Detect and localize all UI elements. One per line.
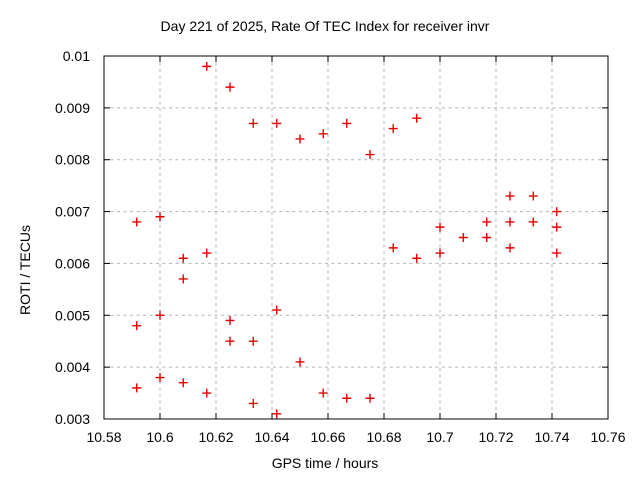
grid-lines — [104, 56, 608, 419]
data-point-marker — [552, 222, 562, 232]
data-point-marker — [482, 233, 492, 242]
data-point-marker — [248, 398, 258, 408]
data-point-marker — [202, 61, 212, 71]
axis-ticks — [103, 55, 609, 420]
y-axis-label: ROTI / TECUs — [17, 225, 33, 315]
data-point-marker — [552, 207, 562, 217]
data-point-marker — [505, 243, 515, 253]
data-points — [132, 61, 562, 419]
data-point-marker — [342, 118, 352, 128]
data-point-marker — [225, 315, 235, 325]
data-point-marker — [248, 118, 258, 128]
data-point-marker — [178, 378, 188, 388]
data-point-marker — [528, 191, 538, 201]
data-point-marker — [342, 393, 352, 403]
data-point-marker — [202, 388, 212, 398]
y-tick-label: 0.004 — [55, 359, 90, 375]
data-point-marker — [132, 321, 142, 331]
data-point-marker — [178, 274, 188, 284]
data-point-marker — [155, 373, 165, 383]
data-point-marker — [365, 150, 375, 160]
data-point-marker — [295, 357, 305, 367]
data-point-marker — [132, 383, 142, 393]
x-tick-label: 10.64 — [254, 429, 289, 445]
data-point-marker — [458, 233, 468, 242]
chart-title: Day 221 of 2025, Rate Of TEC Index for r… — [161, 18, 490, 34]
data-point-marker — [318, 388, 328, 398]
x-tick-label: 10.7 — [426, 429, 453, 445]
data-point-marker — [225, 336, 235, 346]
data-point-marker — [505, 217, 515, 227]
data-point-marker — [505, 191, 515, 201]
y-tick-labels: 0.003 0.004 0.005 0.006 0.007 0.008 0.009 0.01 — [55, 48, 90, 427]
y-tick-label: 0.005 — [55, 307, 90, 323]
data-point-marker — [225, 82, 235, 92]
plot-frame — [103, 55, 609, 420]
data-point-marker — [435, 248, 445, 258]
data-point-marker — [132, 217, 142, 227]
data-point-marker — [435, 222, 445, 232]
data-point-marker — [388, 124, 398, 134]
x-tick-label: 10.6 — [146, 429, 173, 445]
data-point-marker — [528, 217, 538, 227]
x-tick-label: 10.66 — [310, 429, 345, 445]
y-tick-label: 0.009 — [55, 100, 90, 116]
data-point-marker — [155, 310, 165, 320]
x-tick-label: 10.68 — [366, 429, 401, 445]
y-tick-label: 0.006 — [55, 255, 90, 271]
x-tick-labels: 10.58 10.6 10.62 10.64 10.66 10.68 10.7 10.72 10… — [86, 429, 625, 445]
data-point-marker — [272, 118, 282, 128]
data-point-marker — [412, 113, 422, 123]
data-point-marker — [412, 253, 422, 263]
x-tick-label: 10.62 — [198, 429, 233, 445]
x-tick-label: 10.72 — [478, 429, 513, 445]
x-axis-label: GPS time / hours — [272, 455, 379, 471]
x-tick-label: 10.58 — [86, 429, 121, 445]
data-point-marker — [178, 253, 188, 263]
data-point-marker — [365, 393, 375, 403]
x-tick-label: 10.74 — [534, 429, 569, 445]
data-point-marker — [202, 248, 212, 258]
x-tick-label: 10.76 — [590, 429, 625, 445]
data-point-marker — [552, 248, 562, 258]
data-point-marker — [388, 243, 398, 253]
data-point-marker — [272, 305, 282, 315]
data-point-marker — [482, 217, 492, 227]
data-point-marker — [318, 129, 328, 139]
data-point-marker — [155, 212, 165, 222]
data-point-marker — [295, 134, 305, 144]
y-tick-label: 0.007 — [55, 204, 90, 220]
y-tick-label: 0.003 — [55, 411, 90, 427]
data-point-marker — [272, 409, 282, 419]
y-tick-label: 0.008 — [55, 152, 90, 168]
data-point-marker — [248, 336, 258, 346]
y-tick-label: 0.01 — [63, 48, 90, 64]
